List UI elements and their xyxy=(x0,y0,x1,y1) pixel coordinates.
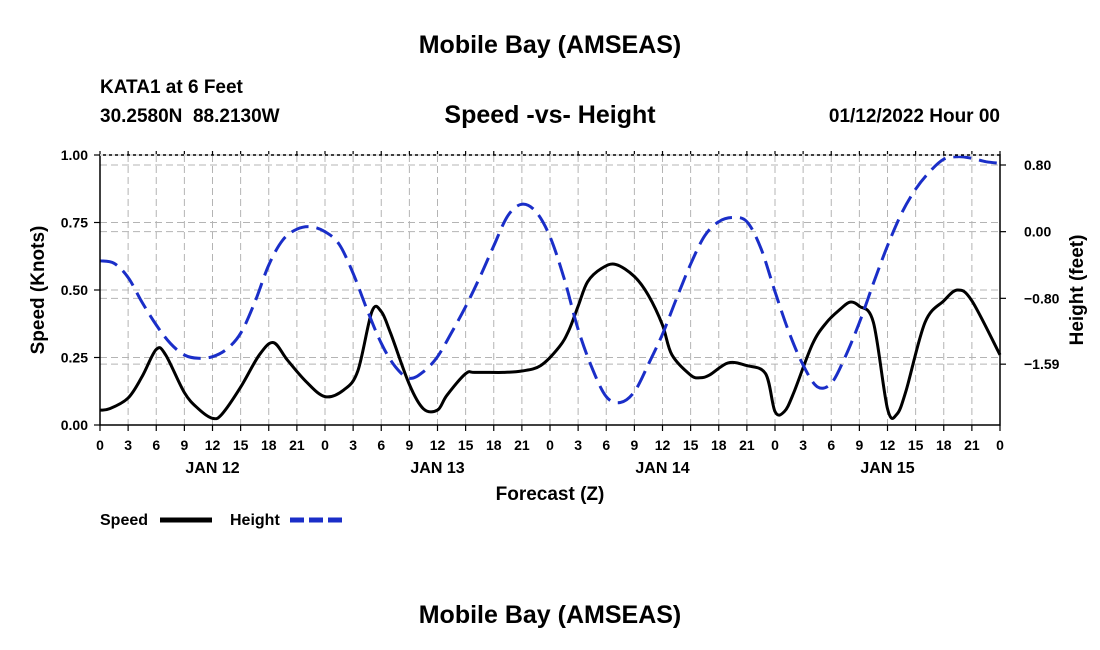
series-line-height xyxy=(99,155,1001,405)
y-tick-label: 0.75 xyxy=(61,215,88,231)
x-tick-label: 18 xyxy=(261,437,277,453)
x-tick-label: 12 xyxy=(205,437,221,453)
chart-subtitle: Speed -vs- Height xyxy=(444,101,656,129)
y2-tick-label: −1.59 xyxy=(1024,356,1060,372)
footer-title: Mobile Bay (AMSEAS) xyxy=(418,601,682,629)
y2-axis-title: Height (feet) xyxy=(1067,235,1088,346)
x-tick-label: 9 xyxy=(180,437,188,453)
x-tick-label: 0 xyxy=(546,437,554,453)
page-title: Mobile Bay (AMSEAS) xyxy=(418,31,682,59)
y2-tick-label: −0.80 xyxy=(1024,290,1060,306)
x-tick-label: 15 xyxy=(908,437,924,453)
x-tick-label: 21 xyxy=(289,437,305,453)
x-day-label: JAN 14 xyxy=(635,460,689,477)
series-line-speed xyxy=(99,262,1002,421)
x-tick-label: 0 xyxy=(996,437,1004,453)
coordinates-label: 30.2580N 88.2130W xyxy=(100,106,280,127)
legend-height-label: Height xyxy=(230,512,280,529)
x-tick-label: 6 xyxy=(602,437,610,453)
series-lines xyxy=(99,155,1002,421)
x-tick-label: 12 xyxy=(430,437,446,453)
x-tick-label: 0 xyxy=(771,437,779,453)
x-tick-label: 6 xyxy=(827,437,835,453)
y-tick-label: 0.25 xyxy=(61,350,88,366)
y2-tick-label: 0.00 xyxy=(1024,224,1051,240)
station-label: KATA1 at 6 Feet xyxy=(100,77,243,98)
x-day-label: JAN 15 xyxy=(860,460,914,477)
x-day-label: JAN 12 xyxy=(185,460,239,477)
x-tick-label: 6 xyxy=(152,437,160,453)
x-tick-label: 9 xyxy=(630,437,638,453)
legend-speed-label: Speed xyxy=(100,512,148,529)
x-tick-label: 12 xyxy=(880,437,896,453)
axes: 0 3 6 9 12 15 18 21 0 3 6 9 12 15 18 21 0 3 6 9 12 15 18 21 0 3 6 9… xyxy=(61,147,1060,477)
x-tick-label: 3 xyxy=(349,437,357,453)
x-tick-label: 3 xyxy=(574,437,582,453)
x-tick-label: 18 xyxy=(936,437,952,453)
x-tick-label: 3 xyxy=(124,437,132,453)
x-tick-label: 18 xyxy=(711,437,727,453)
x-tick-label: 15 xyxy=(683,437,699,453)
x-tick-label: 21 xyxy=(964,437,980,453)
y-tick-label: 0.50 xyxy=(61,282,88,298)
x-tick-label: 21 xyxy=(739,437,755,453)
x-tick-label: 0 xyxy=(321,437,329,453)
x-tick-label: 6 xyxy=(377,437,385,453)
x-tick-label: 3 xyxy=(799,437,807,453)
x-axis-title: Forecast (Z) xyxy=(496,484,605,505)
x-tick-label: 21 xyxy=(514,437,530,453)
x-tick-label: 0 xyxy=(96,437,104,453)
forecast-datetime: 01/12/2022 Hour 00 xyxy=(828,106,1000,127)
x-tick-label: 9 xyxy=(855,437,863,453)
x-day-label: JAN 13 xyxy=(410,460,464,477)
y-tick-label: 0.00 xyxy=(61,417,88,433)
x-tick-label: 18 xyxy=(486,437,502,453)
y2-tick-label: 0.80 xyxy=(1024,157,1051,173)
grid-lines xyxy=(100,155,1000,425)
y-axis-title: Speed (Knots) xyxy=(28,226,49,355)
x-tick-label: 9 xyxy=(405,437,413,453)
x-tick-label: 15 xyxy=(458,437,474,453)
x-tick-label: 15 xyxy=(233,437,249,453)
x-tick-label: 12 xyxy=(655,437,671,453)
y-tick-label: 1.00 xyxy=(61,147,88,163)
